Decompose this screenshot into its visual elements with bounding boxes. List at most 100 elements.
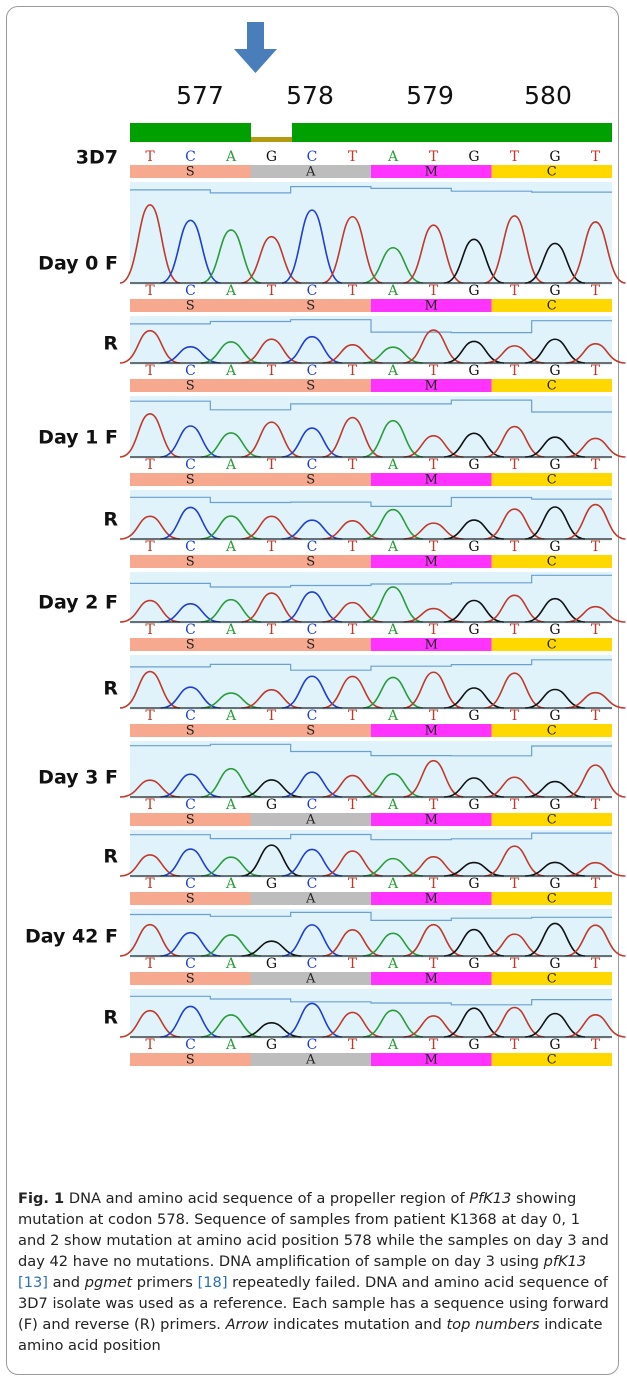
base: T: [591, 283, 601, 299]
base: T: [348, 457, 358, 473]
trace-background: [130, 741, 612, 799]
codon-number: 580: [524, 81, 572, 110]
base: A: [225, 363, 237, 379]
base: T: [348, 956, 358, 972]
base: C: [185, 539, 196, 555]
base: C: [307, 149, 318, 165]
trace-background: [130, 572, 612, 624]
base: T: [348, 622, 358, 638]
base: C: [307, 283, 318, 299]
amino-acid: C: [547, 892, 557, 907]
base: G: [468, 876, 479, 892]
base: T: [429, 363, 439, 379]
amino-acid: C: [547, 379, 557, 394]
amino-acid: S: [186, 299, 195, 314]
amino-acid: M: [425, 299, 438, 314]
base: A: [387, 539, 399, 555]
base: A: [387, 622, 399, 638]
base: T: [267, 283, 277, 299]
base: A: [387, 457, 399, 473]
base: T: [267, 539, 277, 555]
row-label: Day 42 F: [25, 926, 118, 948]
base: T: [510, 956, 520, 972]
caption-text: DNA and amino acid sequence of a propell…: [64, 1190, 469, 1207]
amino-acid: S: [306, 724, 315, 739]
base: C: [307, 622, 318, 638]
base: T: [510, 149, 520, 165]
base: G: [468, 149, 479, 165]
row-label: 3D7: [76, 147, 118, 169]
base: G: [549, 708, 560, 724]
amino-acid: M: [425, 1053, 438, 1068]
amino-acid: C: [547, 638, 557, 653]
base: T: [510, 283, 520, 299]
amino-acid: M: [425, 473, 438, 488]
citation: [18]: [198, 1274, 228, 1291]
base: A: [387, 1037, 399, 1053]
row-label: R: [103, 1007, 118, 1029]
base: T: [267, 708, 277, 724]
base: T: [510, 876, 520, 892]
amino-acid: S: [186, 1053, 195, 1068]
base: T: [267, 622, 277, 638]
mismatch-mark: [251, 137, 292, 142]
base: C: [185, 797, 196, 813]
base: C: [185, 1037, 196, 1053]
base: G: [468, 539, 479, 555]
base: T: [267, 363, 277, 379]
arrow-shaft: [247, 22, 264, 50]
row-label: Day 3 F: [38, 767, 118, 789]
amino-acid: S: [186, 892, 195, 907]
base: T: [429, 622, 439, 638]
base: T: [591, 622, 601, 638]
base: T: [510, 622, 520, 638]
figure-label: Fig. 1: [18, 1190, 64, 1207]
base: T: [145, 622, 155, 638]
base: C: [185, 876, 196, 892]
base: T: [145, 457, 155, 473]
amino-acid: S: [186, 638, 195, 653]
base: C: [185, 622, 196, 638]
caption-text: pgmet: [85, 1274, 132, 1291]
page: {"header": {"codons": ["577", "578", "57…: [0, 0, 627, 1383]
base: T: [267, 457, 277, 473]
base: C: [307, 1037, 318, 1053]
base: T: [348, 1037, 358, 1053]
amino-acid: C: [547, 972, 557, 987]
base: T: [348, 539, 358, 555]
base: T: [429, 956, 439, 972]
base: G: [549, 457, 560, 473]
amino-acid: S: [186, 724, 195, 739]
base: A: [225, 1037, 237, 1053]
base: C: [307, 708, 318, 724]
base: G: [468, 457, 479, 473]
row-label: Day 2 F: [38, 592, 118, 614]
amino-acid: C: [547, 555, 557, 570]
base: C: [185, 956, 196, 972]
base: T: [145, 539, 155, 555]
base: T: [591, 876, 601, 892]
amino-acid: C: [547, 473, 557, 488]
caption-text: Arrow: [226, 1316, 269, 1333]
amino-acid: A: [305, 165, 316, 180]
base: T: [145, 797, 155, 813]
base: T: [429, 797, 439, 813]
base: A: [225, 956, 237, 972]
amino-acid: A: [305, 1053, 316, 1068]
base: G: [549, 876, 560, 892]
amino-acid: S: [306, 299, 315, 314]
base: T: [348, 363, 358, 379]
base: G: [549, 622, 560, 638]
base: T: [145, 283, 155, 299]
base: T: [145, 708, 155, 724]
base: T: [510, 539, 520, 555]
amino-acid: M: [425, 379, 438, 394]
base: C: [185, 149, 196, 165]
base: C: [307, 797, 318, 813]
caption-text: pfK13: [544, 1253, 587, 1270]
base: A: [387, 363, 399, 379]
base: G: [266, 1037, 277, 1053]
base: T: [348, 876, 358, 892]
base: C: [307, 539, 318, 555]
base: T: [591, 708, 601, 724]
